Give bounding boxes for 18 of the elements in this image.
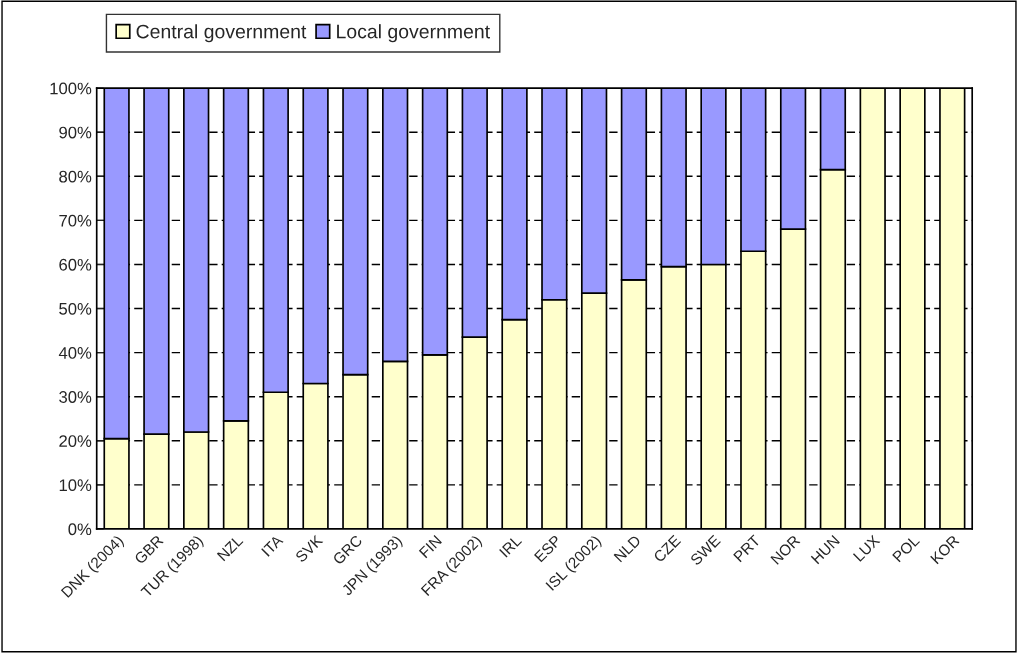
- y-tick-label: 100%: [50, 82, 92, 95]
- x-tick-label: NZL: [216, 534, 244, 562]
- y-tick-label: 0%: [68, 523, 92, 536]
- y-tick-label: 20%: [59, 435, 92, 447]
- x-tick-label: IRL: [499, 534, 523, 558]
- y-tick-label: 30%: [59, 391, 92, 403]
- y-tick-label: 10%: [59, 479, 92, 492]
- y-tick-label: 40%: [58, 347, 92, 359]
- x-tick-label: FIN: [418, 535, 442, 559]
- legend-label: Local government: [337, 24, 490, 43]
- y-tick-label: 70%: [59, 214, 92, 227]
- x-tick-label: ITA: [261, 534, 284, 557]
- y-tick-label: 50%: [59, 302, 92, 315]
- legend-label: Central government: [136, 24, 307, 43]
- y-tick-label: 60%: [59, 258, 92, 271]
- x-tick-label: POL: [892, 534, 921, 563]
- y-tick-label: 90%: [59, 126, 92, 139]
- y-tick-label: 80%: [59, 170, 92, 183]
